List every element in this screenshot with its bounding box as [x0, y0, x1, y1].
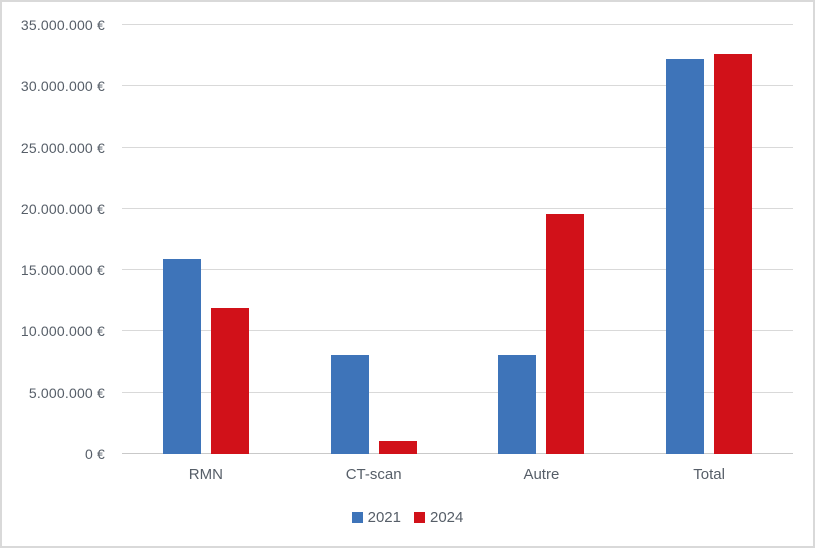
- legend-label: 2021: [367, 509, 401, 526]
- x-tick-label: CT-scan: [345, 466, 402, 483]
- bar-group-total: [625, 25, 793, 454]
- bar-2024: [714, 53, 753, 454]
- y-tick-label: 25.000.000 €: [20, 139, 105, 156]
- x-axis-line: [122, 453, 793, 454]
- bars-layer: [122, 25, 793, 454]
- y-tick-label: 30.000.000 €: [20, 78, 105, 95]
- y-tick-label: 35.000.000 €: [20, 17, 105, 33]
- bar-2021: [666, 59, 705, 454]
- legend-label: 2024: [430, 509, 464, 526]
- bar-2024: [546, 213, 585, 454]
- gridline: [122, 207, 793, 209]
- y-tick-label: 20.000.000 €: [20, 200, 105, 217]
- y-tick-label: 15.000.000 €: [20, 262, 105, 279]
- x-axis: RMN CT-scan Autre Total: [122, 466, 793, 488]
- x-tick-label: Autre: [523, 466, 560, 483]
- legend-item-2021: 2021: [351, 509, 401, 526]
- bar-2021: [162, 259, 201, 454]
- legend: 2021 2024: [2, 509, 813, 526]
- bar-2024: [210, 308, 249, 454]
- gridline: [122, 330, 793, 332]
- bar-group-autre: [458, 25, 626, 454]
- bar-2021: [498, 355, 537, 454]
- gridline: [122, 391, 793, 393]
- bar-2024: [378, 441, 417, 454]
- bar-group-rmn: [122, 25, 290, 454]
- x-tick-label: RMN: [188, 466, 223, 483]
- legend-swatch-icon: [351, 512, 363, 523]
- gridline: [122, 85, 793, 87]
- y-tick-label: 10.000.000 €: [20, 323, 105, 340]
- legend-swatch-icon: [414, 512, 425, 523]
- x-tick-label: Total: [693, 466, 725, 483]
- y-axis: 0 € 5.000.000 € 10.000.000 € 15.000.000 € 20…: [2, 17, 105, 462]
- bar-group-ct-scan: [290, 25, 458, 454]
- legend-item-2024: 2024: [414, 509, 463, 526]
- bar-2021: [330, 354, 369, 454]
- y-tick-label: 0 €: [84, 446, 105, 462]
- gridline: [122, 24, 793, 25]
- plot-area: [122, 24, 793, 454]
- gridline: [122, 146, 793, 148]
- y-tick-label: 5.000.000 €: [28, 384, 105, 401]
- gridline: [122, 269, 793, 271]
